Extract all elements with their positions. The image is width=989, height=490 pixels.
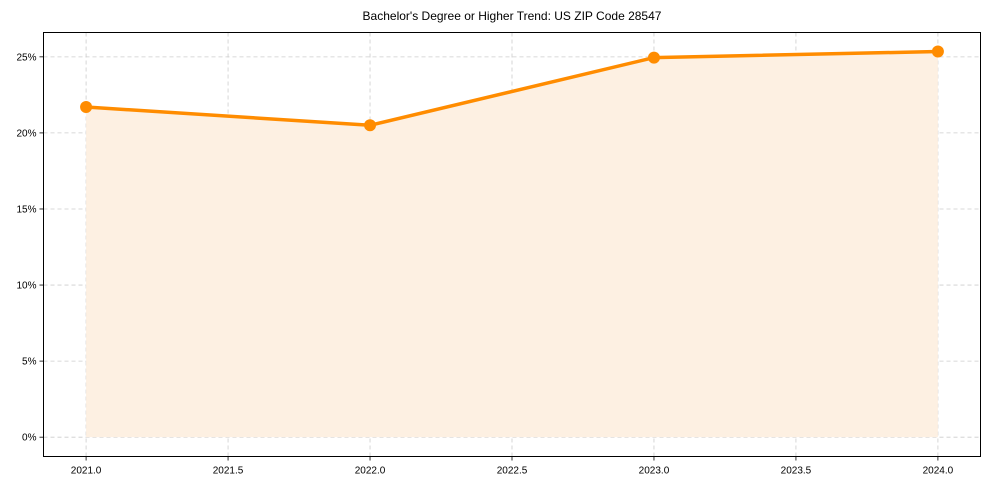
x-tick-label: 2021.5 bbox=[213, 466, 244, 477]
chart-title: Bachelor's Degree or Higher Trend: US ZI… bbox=[363, 9, 662, 23]
y-axis: 0% 5% 10% 15% 20% 25% bbox=[16, 52, 44, 444]
y-tick-label: 0% bbox=[22, 433, 37, 444]
y-tick-label: 20% bbox=[16, 128, 36, 139]
area-fill bbox=[86, 51, 938, 438]
data-markers bbox=[80, 45, 944, 132]
x-tick-label: 2022.5 bbox=[497, 466, 528, 477]
data-point bbox=[364, 119, 377, 132]
data-line bbox=[85, 49, 938, 128]
data-point bbox=[931, 45, 944, 58]
x-tick-label: 2023.5 bbox=[781, 466, 812, 477]
y-tick-label: 10% bbox=[16, 281, 36, 292]
x-axis: 2021.0 2021.5 2022.0 2022.5 2023.0 2023.5 2024… bbox=[71, 456, 954, 477]
data-point bbox=[647, 51, 660, 64]
y-tick-label: 15% bbox=[16, 204, 36, 215]
x-tick-label: 2021.0 bbox=[71, 466, 102, 477]
x-tick-label: 2022.0 bbox=[355, 466, 386, 477]
y-tick-label: 5% bbox=[22, 357, 37, 368]
y-tick-label: 25% bbox=[16, 52, 36, 63]
x-tick-label: 2024.0 bbox=[923, 466, 954, 477]
x-tick-label: 2023.0 bbox=[639, 466, 670, 477]
data-point bbox=[80, 101, 93, 114]
